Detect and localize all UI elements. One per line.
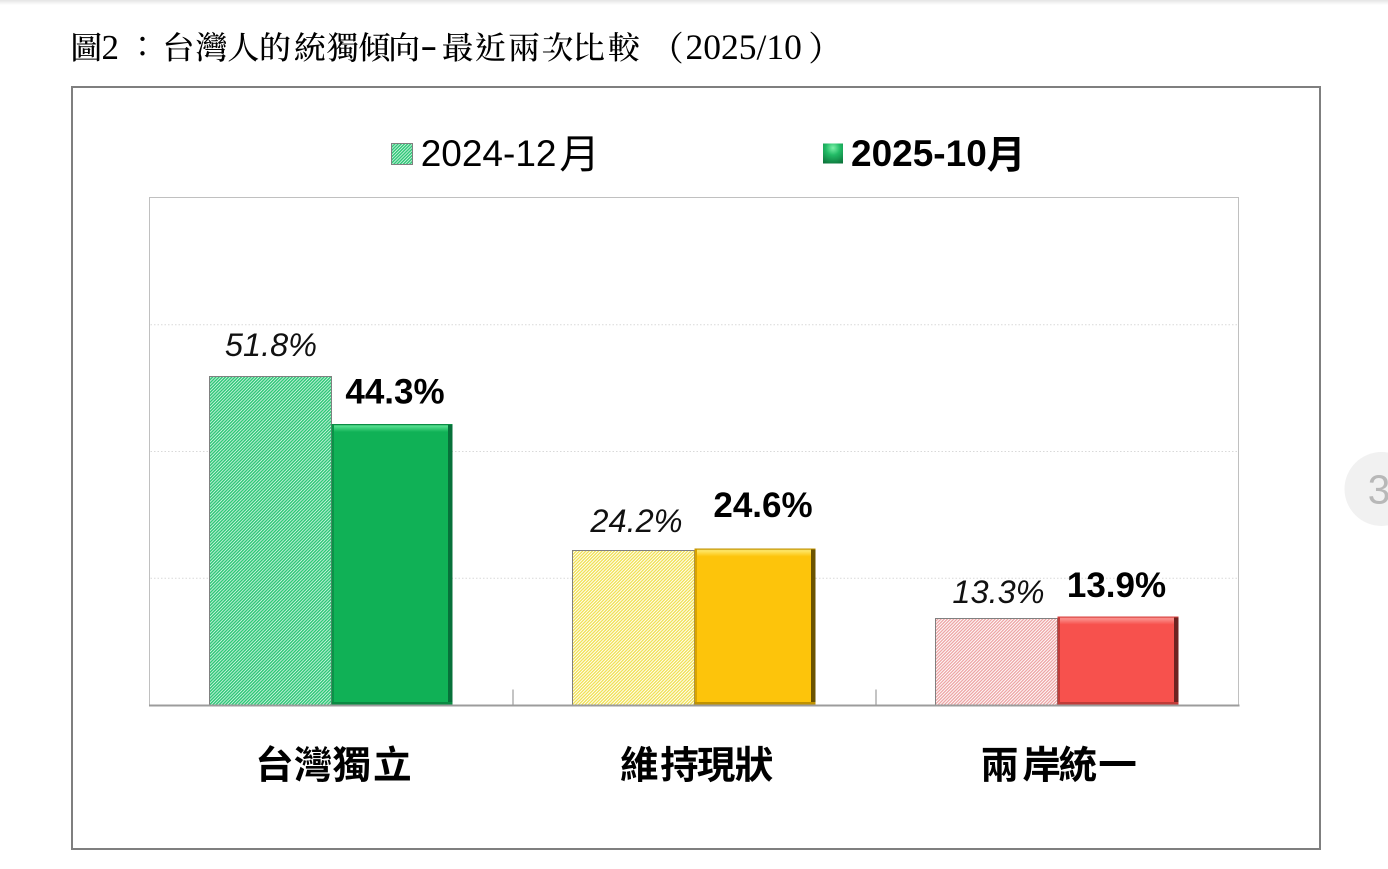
svg-text:44.3%: 44.3% xyxy=(345,373,444,412)
svg-text:2025-10: 2025-10 xyxy=(851,133,987,174)
svg-text:51.8%: 51.8% xyxy=(225,327,317,363)
svg-text:13.3%: 13.3% xyxy=(952,574,1044,610)
svg-text:3: 3 xyxy=(1368,467,1388,513)
svg-text:13.9%: 13.9% xyxy=(1067,566,1166,605)
svg-text:24.6%: 24.6% xyxy=(713,486,812,525)
svg-text:2: 2 xyxy=(102,28,120,67)
svg-text:2025/10: 2025/10 xyxy=(686,27,802,67)
svg-text:2024-12: 2024-12 xyxy=(421,133,557,174)
svg-text:24.2%: 24.2% xyxy=(589,503,682,539)
